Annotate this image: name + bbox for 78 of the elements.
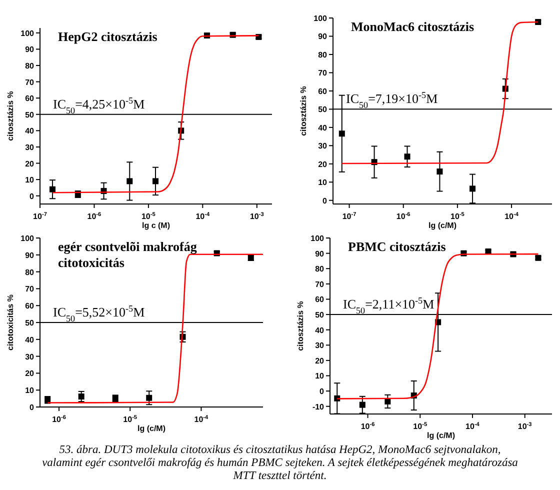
annotation: IC$_{50}$=2,11×10$^{-5}$M [343,296,435,316]
y-tick-label: 60 [315,295,325,304]
x-tick-label: 10$^{-6}$ [396,212,410,221]
y-tick-label: 30 [25,352,35,362]
y-tick-label: -10 [312,402,325,412]
y-tick-label: 30 [25,142,35,152]
y-tick-label: 40 [315,326,325,335]
chart-title: PBMC citosztázis [348,239,446,254]
y-tick-label: 40 [25,126,35,136]
x-tick-label: 10$^{-5}$ [141,212,156,221]
y-tick-label: 10 [25,386,35,396]
x-axis-title: lg (c/M) [138,424,166,433]
y-tick-label: 100 [314,14,328,23]
x-tick-label: 10$^{-3}$ [250,212,264,221]
y-tick-label: 0 [322,196,328,206]
text: egér csontvelõi makrofág citotoxicitás [58,239,198,270]
y-tick-label: 100 [20,28,35,38]
x-tick-label: 10$^{-6}$ [360,422,375,431]
y-axis-title: citosztázis % [296,301,305,351]
x-tick-label: 10$^{-4}$ [196,212,210,221]
x-tick-label: 10$^{-6}$ [52,415,66,424]
x-tick-label: 10$^{-7}$ [33,212,47,221]
y-tick-label: 20 [318,160,328,169]
y-tick-label: 30 [318,142,328,151]
y-tick-label: 10 [25,176,35,185]
y-tick-label: 90 [318,32,328,42]
y-tick-label: 80 [25,268,35,277]
y-tick-label: 70 [315,280,325,289]
y-tick-label: 0 [320,387,325,396]
y-tick-label: 10 [318,178,328,188]
x-axis-title: lg c (M) [142,221,170,230]
x-tick-label: 10$^{-7}$ [342,212,356,221]
text: 53. ábra. DUT3 molekula citotoxikus és citosztatikus hatása HepG2, MonoMac6 sejtvonalakon, valamint egér csontvelői makrofág és humán PBMC sejteken. A sejtek életképességének meghatározása MTT teszttel történt. [42,444,518,482]
x-tick-label: 10$^{-4}$ [466,422,480,431]
x-tick-label: 10$^{-4}$ [504,212,520,221]
y-tick-label: 70 [25,284,35,294]
y-axis-title: citosztázis % [6,91,15,141]
x-tick-label: 10$^{-5}$ [450,212,464,221]
y-tick-label: 90 [315,249,325,258]
y-tick-label: 20 [315,356,325,366]
y-tick-label: 0 [30,192,35,201]
y-axis-title: citotoxicitás % [6,294,15,351]
x-axis-title: lg (c/M) [427,431,456,440]
y-tick-label: 30 [315,341,325,350]
chart-title: MonoMac6 citosztázis [351,19,474,34]
y-tick-label: 90 [25,250,35,260]
y-tick-label: 80 [315,264,325,274]
annotation: IC$_{50}$=5,52×10$^{-5}$M [53,304,146,324]
y-axis-title: citosztázis % [299,86,308,136]
y-tick-label: 50 [25,318,35,328]
annotation: IC$_{50}$=7,19×10$^{-5}$M [346,90,438,110]
y-tick-label: 70 [318,68,328,78]
chart-title: HepG2 citosztázis [58,29,158,44]
y-tick-label: 50 [315,310,325,320]
y-tick-label: 80 [25,61,35,70]
y-tick-label: 50 [25,110,35,120]
y-tick-label: 60 [318,86,328,96]
x-tick-label: 10$^{-3}$ [518,422,532,431]
y-tick-label: 10 [315,372,325,381]
y-tick-label: 80 [318,50,328,60]
y-tick-label: 90 [25,45,35,54]
annotation: IC$_{50}$=4,25×10$^{-5}$M [53,95,146,116]
x-tick-label: 10$^{-5}$ [123,415,138,424]
y-tick-label: 20 [25,159,35,168]
y-tick-label: 40 [318,123,328,132]
x-tick-label: 10$^{-6}$ [87,212,102,221]
y-tick-label: 70 [25,78,35,87]
y-tick-label: 60 [25,94,35,104]
y-tick-label: 60 [25,302,35,311]
y-tick-label: 20 [25,369,35,378]
x-tick-label: 10$^{-4}$ [194,415,210,424]
x-axis-title: lg (c/M) [428,221,457,230]
y-tick-label: 0 [30,403,35,412]
y-tick-label: 100 [20,234,35,243]
y-tick-label: 100 [310,234,325,243]
y-tick-label: 50 [318,105,328,114]
y-tick-label: 40 [25,335,35,344]
x-tick-label: 10$^{-5}$ [413,422,428,431]
